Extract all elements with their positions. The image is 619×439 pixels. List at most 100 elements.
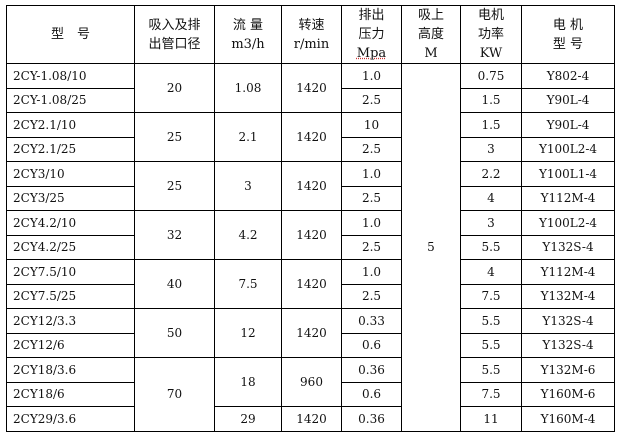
column-header: 转速 r/min bbox=[281, 5, 342, 64]
header-line: 型 号 bbox=[50, 27, 90, 42]
diameter-cell: 25 bbox=[134, 112, 215, 162]
header-line: 电机 bbox=[477, 8, 504, 23]
flow-cell: 29 bbox=[214, 406, 282, 432]
column-header: 流 量 m3/h bbox=[214, 5, 282, 64]
table-row: 2CY3/10 25 3 1420 1.0 2.2 Y100L1-4 bbox=[6, 161, 615, 211]
motor-cell: Y112M-4 bbox=[521, 259, 615, 285]
flow-cell: 3 bbox=[214, 161, 282, 211]
pressure-cell: 1.0 bbox=[341, 210, 402, 236]
power-cell: 2.2 bbox=[460, 161, 522, 187]
model-cell: 2CY2.1/25 bbox=[6, 136, 135, 162]
power-cell: 4 bbox=[460, 185, 522, 211]
pump-spec-table: 型 号 吸入及排出管口径 流 量 m3/h 转速 r/min 排出 压力 Mpa 吸上高度 M 电机功… bbox=[6, 5, 615, 432]
header-line: KW bbox=[479, 46, 503, 61]
suction-height-cell: 5 bbox=[401, 63, 461, 432]
column-header: 排出 压力 Mpa bbox=[341, 5, 402, 64]
header-line: 吸上 bbox=[417, 8, 444, 23]
model-cell: 2CY4.2/10 bbox=[6, 210, 135, 236]
power-cell: 4 bbox=[460, 259, 522, 285]
header-line: r/min bbox=[293, 36, 330, 52]
power-cell: 1.5 bbox=[460, 87, 522, 113]
motor-cell: Y100L2-4 bbox=[521, 210, 615, 236]
header-line: 排出 bbox=[358, 8, 385, 23]
power-cell: 3 bbox=[460, 136, 522, 162]
motor-cell: Y160M-4 bbox=[521, 406, 615, 432]
motor-cell: Y112M-4 bbox=[521, 185, 615, 211]
pressure-cell: 2.5 bbox=[341, 185, 402, 211]
diameter-cell: 50 bbox=[134, 308, 215, 358]
column-header: 型 号 bbox=[6, 5, 135, 64]
column-header: 吸入及排 出管口径 bbox=[134, 5, 215, 64]
pressure-cell: 0.36 bbox=[341, 357, 402, 383]
motor-cell: Y132M-6 bbox=[521, 357, 615, 383]
power-cell: 5.5 bbox=[460, 234, 522, 260]
header-line: 吸入及排 bbox=[148, 17, 201, 33]
flow-cell: 1.08 bbox=[214, 63, 282, 113]
diameter-cell: 32 bbox=[134, 210, 215, 260]
pressure-cell: 1.0 bbox=[341, 259, 402, 285]
power-cell: 11 bbox=[460, 406, 522, 432]
speed-cell: 1420 bbox=[281, 210, 342, 260]
table-row: 2CY7.5/25 2.5 7.5 Y132M-4 bbox=[6, 283, 615, 309]
table-row: 2CY12/3.3 50 12 1420 0.33 5.5 Y132S-4 bbox=[6, 308, 615, 358]
table-row: 2CY-1.08/10 20 1.08 1420 1.0 5 0.75 Y802-4 bbox=[6, 63, 615, 432]
model-cell: 2CY29/3.6 bbox=[6, 406, 135, 432]
diameter-cell: 25 bbox=[134, 161, 215, 211]
power-cell: 7.5 bbox=[460, 381, 522, 407]
diameter-cell: 70 bbox=[134, 357, 215, 432]
power-cell: 1.5 bbox=[460, 112, 522, 138]
model-cell: 2CY7.5/10 bbox=[6, 259, 135, 285]
pressure-cell: 2.5 bbox=[341, 136, 402, 162]
power-cell: 5.5 bbox=[460, 308, 522, 334]
flow-cell: 2.1 bbox=[214, 112, 282, 162]
model-cell: 2CY18/3.6 bbox=[6, 357, 135, 383]
header-line: M bbox=[424, 46, 438, 61]
flow-cell: 7.5 bbox=[214, 259, 282, 309]
column-header: 吸上高度 M bbox=[401, 5, 461, 64]
table-row: 2CY29/3.6 29 1420 0.36 11 Y160M-4 bbox=[6, 406, 615, 432]
header-line: m3/h bbox=[231, 36, 265, 52]
model-cell: 2CY2.1/10 bbox=[6, 112, 135, 138]
header-line: 电 机 bbox=[552, 17, 584, 33]
model-cell: 2CY-1.08/25 bbox=[6, 87, 135, 113]
diameter-cell: 20 bbox=[134, 63, 215, 113]
flow-cell: 12 bbox=[214, 308, 282, 358]
speed-cell: 1420 bbox=[281, 259, 342, 309]
power-cell: 5.5 bbox=[460, 357, 522, 383]
pressure-cell: 0.33 bbox=[341, 308, 402, 334]
flow-cell: 18 bbox=[214, 357, 282, 407]
header-line: 高度 bbox=[417, 27, 444, 42]
header-line: 功率 bbox=[477, 27, 504, 42]
table-row: 2CY2.1/25 2.5 3 Y100L2-4 bbox=[6, 136, 615, 162]
power-cell: 3 bbox=[460, 210, 522, 236]
power-cell: 5.5 bbox=[460, 332, 522, 358]
model-cell: 2CY12/3.3 bbox=[6, 308, 135, 334]
table-row: 2CY-1.08/25 2.5 1.5 Y90L-4 bbox=[6, 87, 615, 113]
speed-cell: 1420 bbox=[281, 308, 342, 358]
header-line: 转速 bbox=[298, 17, 325, 33]
pressure-cell: 0.6 bbox=[341, 332, 402, 358]
pressure-cell: 2.5 bbox=[341, 87, 402, 113]
motor-cell: Y160M-6 bbox=[521, 381, 615, 407]
speed-cell: 1420 bbox=[281, 112, 342, 162]
pressure-cell: 2.5 bbox=[341, 283, 402, 309]
header-line: 型 号 bbox=[552, 36, 584, 52]
pressure-cell: 1.0 bbox=[341, 161, 402, 187]
speed-cell: 960 bbox=[281, 357, 342, 407]
table-row: 2CY18/3.6 70 18 960 0.36 5.5 Y132M-6 bbox=[6, 357, 615, 432]
model-cell: 2CY18/6 bbox=[6, 381, 135, 407]
header-line: Mpa bbox=[356, 46, 387, 61]
motor-cell: Y132S-4 bbox=[521, 308, 615, 334]
model-cell: 2CY-1.08/10 bbox=[6, 63, 135, 89]
speed-cell: 1420 bbox=[281, 406, 342, 432]
model-cell: 2CY12/6 bbox=[6, 332, 135, 358]
model-cell: 2CY3/25 bbox=[6, 185, 135, 211]
power-cell: 7.5 bbox=[460, 283, 522, 309]
header-line: 出管口径 bbox=[148, 36, 201, 52]
model-cell: 2CY7.5/25 bbox=[6, 283, 135, 309]
table-row: 2CY2.1/10 25 2.1 1420 10 1.5 Y90L-4 bbox=[6, 112, 615, 162]
table-row: 2CY4.2/10 32 4.2 1420 1.0 3 Y100L2-4 bbox=[6, 210, 615, 260]
power-cell: 0.75 bbox=[460, 63, 522, 89]
diameter-cell: 40 bbox=[134, 259, 215, 309]
pressure-cell: 1.0 bbox=[341, 63, 402, 89]
